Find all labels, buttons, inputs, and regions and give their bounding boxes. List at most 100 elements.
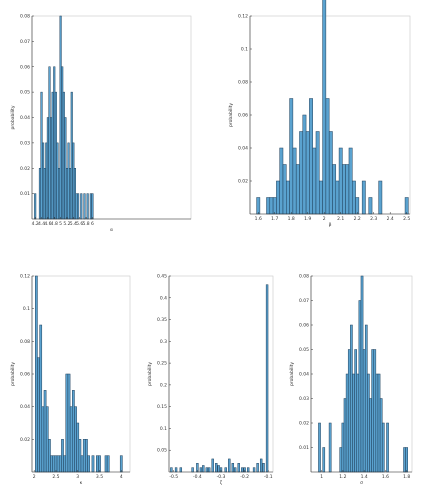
histogram-bar [119, 455, 123, 473]
y-tick-label: 0.08 [299, 274, 309, 280]
histogram-bar [54, 455, 58, 473]
y-axis-label: probability [228, 103, 234, 127]
histogram-kappa-svg: 2 2.5 3 3.5 4 0.02 0.04 0.06 0.08 0.1 0.12 κ probabi… [10, 274, 131, 486]
histogram-bar [299, 131, 304, 215]
y-tick-label: 0.25 [157, 361, 167, 367]
y-tick-label: 0.03 [20, 140, 30, 146]
x-tick-label: 6 [91, 221, 94, 227]
histogram-panel-kappa: 2 2.5 3 3.5 4 0.02 0.04 0.06 0.08 0.1 0.12 κ probabi… [0, 248, 142, 496]
y-tick-label: 0.45 [157, 274, 167, 280]
x-tick-label: 1 [320, 474, 323, 480]
histogram-bar [259, 458, 263, 473]
histogram-bar [50, 455, 53, 473]
histogram-bar [386, 422, 389, 473]
histogram-bar [77, 193, 80, 220]
histogram-bar [35, 275, 38, 473]
plot-frame [168, 275, 274, 473]
histogram-bar [69, 406, 73, 473]
histogram-bar [358, 300, 362, 473]
histogram-bar [76, 422, 80, 473]
y-axis-label: probability [289, 362, 295, 386]
y-tick-label: 0.08 [20, 14, 30, 20]
histogram-bar [65, 373, 69, 473]
y-tick-label: 0.04 [20, 404, 30, 410]
histogram-bar [373, 349, 377, 473]
x-tick-label: -0.2 [240, 474, 249, 480]
y-tick-label: 0.03 [299, 396, 309, 402]
histogram-panel-zeta: -0.5 -0.4 -0.3 -0.2 -0.1 0.05 0.1 0.15 0.2 0.25 0.… [142, 248, 284, 496]
y-tick-label: 0.1 [160, 426, 167, 432]
histogram-bar [91, 455, 95, 473]
x-tick-label: 1.4 [361, 474, 368, 480]
histogram-bar [338, 147, 343, 215]
histogram-bar [217, 465, 220, 473]
histogram-bar [52, 455, 56, 473]
histogram-bar [356, 373, 360, 473]
x-tick-label: 4.6 [44, 221, 51, 227]
y-tick-label: 0.02 [20, 437, 30, 443]
y-tick-label: 0.06 [238, 113, 248, 119]
histogram-bar [375, 373, 379, 473]
histogram-bar [302, 114, 307, 215]
histogram-bar [83, 193, 86, 220]
histogram-bar [305, 131, 310, 215]
histogram-panel-sigma: 1 1.2 1.4 1.6 1.8 0.01 0.02 0.03 0.04 0.05 0.06 0.0… [284, 248, 425, 496]
histogram-bar [318, 422, 321, 473]
y-tick-label: 0.05 [299, 347, 309, 353]
y-tick-label: 0.12 [20, 274, 30, 280]
x-tick-label: 2.5 [52, 474, 59, 480]
histogram-bar [367, 373, 370, 473]
x-tick-label: 1.7 [271, 216, 278, 222]
histogram-bar [348, 147, 353, 215]
histogram-bar [341, 422, 345, 473]
y-tick-label: 0.02 [20, 166, 30, 172]
histogram-beta-svg: 1.6 1.7 1.8 1.9 2 2.1 2.2 2.3 2.4 2.5 0.02 0.04 0.06… [228, 0, 410, 228]
histogram-panel-alpha: 4.2 4.4 4.6 4.8 5 5.2 5.4 5.6 5.8 6 0.01 0.02 0.03 0.… [0, 0, 212, 248]
x-tick-label: 5.6 [76, 221, 83, 227]
histogram-bar [43, 390, 47, 473]
x-tick-label: 5.8 [82, 221, 89, 227]
histogram-bar [233, 467, 237, 473]
histogram-bar [364, 324, 368, 473]
y-tick-label: 0.05 [157, 448, 167, 454]
histogram-bar [276, 180, 280, 215]
histogram-bar [347, 349, 351, 473]
histogram-bar [381, 422, 385, 473]
x-tick-label: 2 [33, 474, 36, 480]
histogram-bar [207, 467, 211, 473]
y-tick-label: 0.06 [299, 323, 309, 329]
histogram-bar [246, 467, 250, 473]
histogram-panel-beta: 1.6 1.7 1.8 1.9 2 2.1 2.2 2.3 2.4 2.5 0.02 0.04 0.06… [212, 0, 425, 248]
x-tick-label: -0.5 [169, 474, 178, 480]
histogram-bar [342, 164, 346, 215]
histogram-bar [350, 324, 353, 473]
histogram-bar [377, 373, 381, 473]
histogram-bar [199, 467, 203, 473]
histogram-bar [325, 98, 330, 215]
y-tick-label: 0.1 [23, 306, 30, 312]
histogram-bar [252, 467, 256, 473]
histogram-bar [67, 373, 71, 473]
x-tick-label: 2.1 [337, 216, 344, 222]
histogram-bar [339, 447, 343, 473]
histogram-alpha-svg: 4.2 4.4 4.6 4.8 5 5.2 5.4 5.6 5.8 6 0.01 0.02 0.03 0.… [10, 14, 192, 233]
histogram-bar [87, 455, 90, 473]
x-tick-label: -0.4 [193, 474, 202, 480]
x-tick-label: 5.2 [63, 221, 70, 227]
histogram-bar [328, 131, 333, 215]
histogram-bar [262, 463, 265, 473]
x-tick-label: 4.4 [38, 221, 45, 227]
y-tick-label: 0.04 [238, 146, 248, 152]
x-tick-label: 3 [76, 474, 79, 480]
x-tick-label: 2.5 [403, 216, 410, 222]
x-axis-label: β [329, 222, 332, 228]
y-tick-label: 0.06 [20, 372, 30, 378]
histogram-bar [355, 197, 360, 215]
histogram-bar [104, 455, 108, 473]
x-tick-label: 2.4 [387, 216, 394, 222]
histogram-bar [315, 131, 320, 215]
x-tick-label: 3.5 [96, 474, 103, 480]
histogram-bar [86, 193, 89, 220]
histogram-bar [352, 180, 356, 215]
histogram-bar [191, 467, 194, 473]
